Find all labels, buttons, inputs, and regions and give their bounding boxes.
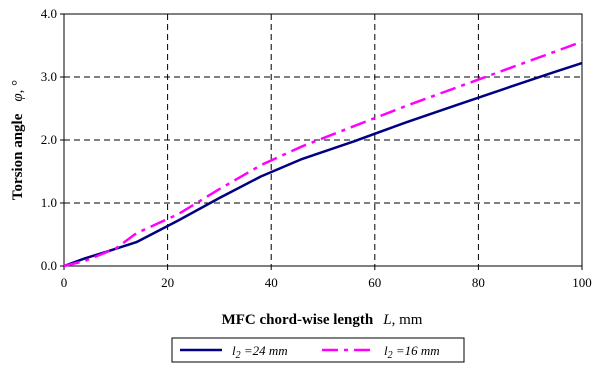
y-tick-label: 1.0: [41, 195, 57, 210]
legend-label-1-rest: =16 mm: [393, 343, 440, 358]
x-axis-unit: , mm: [392, 312, 423, 328]
legend-label-l2-16mm: l2 =16 mm: [384, 343, 440, 361]
x-axis-title-text: MFC chord-wise length: [222, 312, 374, 328]
x-tick-label: 100: [572, 275, 592, 290]
x-tick-label: 80: [472, 275, 485, 290]
y-axis-unit: , °: [10, 80, 26, 94]
x-axis-title: MFC chord-wise length L, mm: [222, 312, 423, 328]
x-axis-symbol: L: [382, 312, 391, 328]
x-tick-label: 40: [265, 275, 278, 290]
y-tick-label: 4.0: [41, 6, 57, 21]
y-tick-label: 0.0: [41, 258, 57, 273]
grid-lines: [64, 14, 582, 266]
series-layer: [63, 40, 583, 268]
legend-label-l2-24mm: l2 =24 mm: [232, 343, 288, 361]
x-tick-label: 20: [161, 275, 174, 290]
x-tick-label: 60: [368, 275, 381, 290]
axis-ticks: 0 20 40 60 80 100 0.0 1.0 2.0 3.0 4.0: [41, 6, 592, 290]
legend-label-1-symbol: l: [384, 343, 388, 358]
y-axis-title: Torsion angle φ, °: [10, 80, 26, 200]
legend-label-1-sub: 2: [388, 350, 393, 361]
y-tick-label: 2.0: [41, 132, 57, 147]
series-line-l2-24mm: [63, 61, 583, 268]
y-axis-symbol: φ: [10, 93, 26, 101]
legend-label-0-sub: 2: [236, 350, 241, 361]
y-axis-title-text: Torsion angle: [10, 113, 26, 200]
series-line-l2-16mm: [63, 40, 583, 268]
legend-label-0-rest: =24 mm: [241, 343, 288, 358]
legend: l2 =24 mm l2 =16 mm: [171, 337, 465, 363]
legend-label-0-symbol: l: [232, 343, 236, 358]
x-tick-label: 0: [61, 275, 68, 290]
y-tick-label: 3.0: [41, 69, 57, 84]
